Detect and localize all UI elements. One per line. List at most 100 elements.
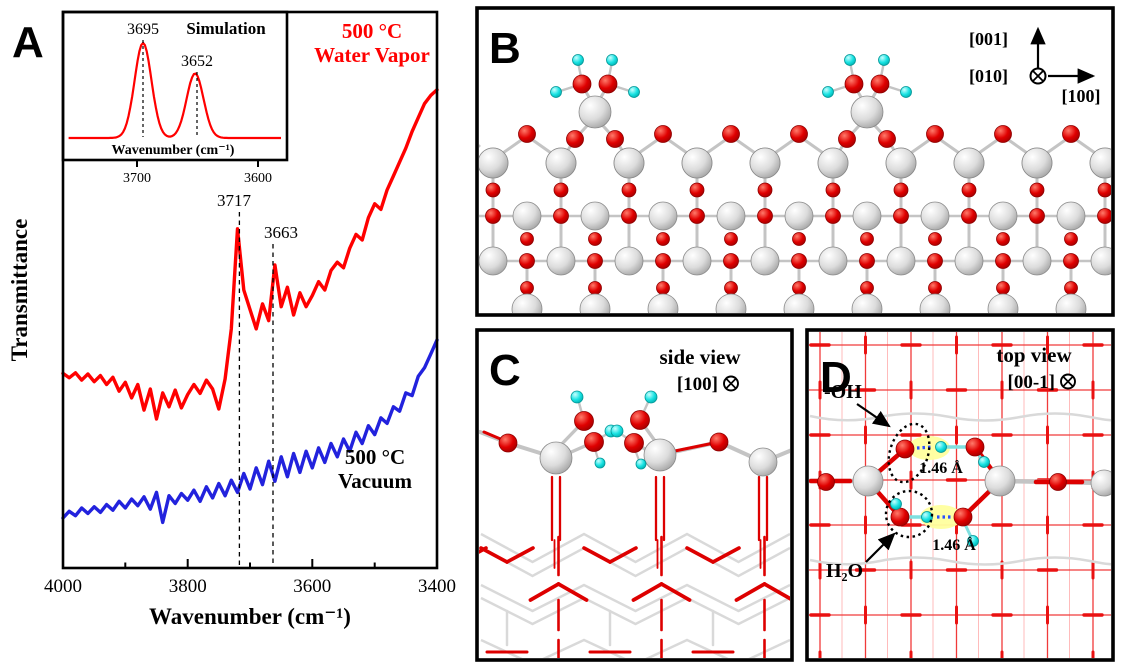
atom-oxygen <box>890 507 910 527</box>
atom-metal <box>546 246 576 276</box>
atom-oxygen <box>1064 281 1078 295</box>
atom-oxygen <box>598 74 618 94</box>
red-spectrum-curve <box>61 88 439 421</box>
panel-c-label: C <box>489 346 521 395</box>
atom-oxygen <box>996 281 1010 295</box>
atom-oxygen <box>574 411 594 431</box>
bond <box>685 546 715 564</box>
atom-metal <box>852 465 884 497</box>
atom-metal <box>539 441 573 475</box>
atom-oxygen <box>566 130 584 148</box>
atom-metal <box>953 147 985 179</box>
atom-oxygen <box>870 74 890 94</box>
atom-oxygen <box>630 410 650 430</box>
atom-oxygen <box>1064 232 1078 246</box>
atom-oxygen <box>1062 125 1080 143</box>
lattice-wireframe <box>480 583 790 613</box>
atom-hydrogen <box>628 86 640 98</box>
atom-oxygen <box>709 432 729 452</box>
crystal-axes: [001] [010] [100] <box>969 26 1101 106</box>
atom-oxygen <box>859 253 875 269</box>
atom-hydrogen <box>921 511 933 523</box>
bond-length-label-bottom: 1.46 Å <box>932 536 976 554</box>
atom-oxygen <box>498 433 518 453</box>
atom-metal <box>1090 469 1111 497</box>
atom-metal <box>919 293 951 313</box>
atom-metal <box>954 246 984 276</box>
lattice-row-wave <box>809 556 1111 566</box>
top-view-model <box>809 332 1111 658</box>
atom-metal <box>682 246 712 276</box>
panel-a: 3717 3663 500 °C Water Vapor 500 °C Vacu… <box>7 10 456 629</box>
atom-hydrogen <box>606 54 618 66</box>
lattice-wireframe <box>480 596 790 626</box>
inset-tick-label-3700: 3700 <box>123 171 151 186</box>
atom-metal <box>783 293 815 313</box>
atom-hydrogen <box>822 86 834 98</box>
atom-metal <box>748 447 778 477</box>
axis-label-100: [100] <box>1062 86 1101 106</box>
atom-metal <box>578 95 612 129</box>
atom-hydrogen <box>900 86 912 98</box>
atom-metal <box>851 293 883 313</box>
atom-hydrogen <box>594 457 606 469</box>
atom-hydrogen <box>550 86 562 98</box>
atom-metal <box>1021 147 1053 179</box>
atom-oxygen <box>520 232 534 246</box>
atom-oxygen <box>893 208 909 224</box>
h2o-group-label: H₂O <box>826 560 863 582</box>
atom-oxygen <box>689 208 705 224</box>
atom-oxygen <box>844 74 864 94</box>
circle-cross-icon <box>1029 67 1047 85</box>
atom-metal <box>715 293 747 313</box>
panel-b: B [001] [010] [100] <box>475 6 1115 317</box>
atom-metal <box>614 246 644 276</box>
panel-b-label: B <box>489 24 521 73</box>
atom-oxygen <box>588 281 602 295</box>
atom-hydrogen <box>572 54 584 66</box>
atom-oxygen <box>825 208 841 224</box>
inset-peak2-label: 3652 <box>181 53 213 70</box>
atom-oxygen <box>654 125 672 143</box>
h2o-dotted-circle <box>884 489 934 539</box>
atom-oxygen <box>722 125 740 143</box>
top-view-axis-label: [00-1] <box>1008 372 1055 393</box>
atom-metal <box>817 147 849 179</box>
atom-metal <box>749 147 781 179</box>
atom-oxygen <box>860 232 874 246</box>
atom-oxygen <box>1029 182 1045 198</box>
atom-oxygen <box>588 232 602 246</box>
inset-tick-label-3600: 3600 <box>244 171 272 186</box>
atom-oxygen <box>928 232 942 246</box>
atom-oxygen <box>878 130 896 148</box>
atom-oxygen <box>584 432 604 452</box>
atom-metal <box>479 246 508 276</box>
atom-oxygen <box>572 74 592 94</box>
panel-c: C side view [100] <box>475 328 794 662</box>
lattice-row-wave <box>809 412 1111 422</box>
atom-metal <box>1055 293 1087 313</box>
inset-peak1-label: 3695 <box>127 21 159 38</box>
atom-metal <box>512 201 542 231</box>
bond <box>528 582 561 602</box>
atom-oxygen <box>927 253 943 269</box>
atom-oxygen <box>656 232 670 246</box>
peak-label-3663: 3663 <box>264 223 298 242</box>
atom-metal <box>681 147 713 179</box>
atom-oxygen <box>895 439 915 459</box>
vacuum-label-line1: 500 °C <box>345 445 405 469</box>
oh-dotted-ellipse <box>887 422 931 484</box>
x-axis-label: Wavenumber (cm⁻¹) <box>149 604 351 629</box>
atom-oxygen <box>519 253 535 269</box>
atom-metal <box>984 465 1016 497</box>
atom-oxygen <box>994 125 1012 143</box>
atom-oxygen <box>656 281 670 295</box>
axis-label-001: [001] <box>969 29 1008 49</box>
atom-oxygen <box>928 281 942 295</box>
atom-metal <box>479 147 509 179</box>
atom-oxygen <box>792 281 806 295</box>
atom-oxygen <box>817 473 835 491</box>
atom-oxygen <box>621 208 637 224</box>
x-tick-label-3400: 3400 <box>418 576 456 597</box>
